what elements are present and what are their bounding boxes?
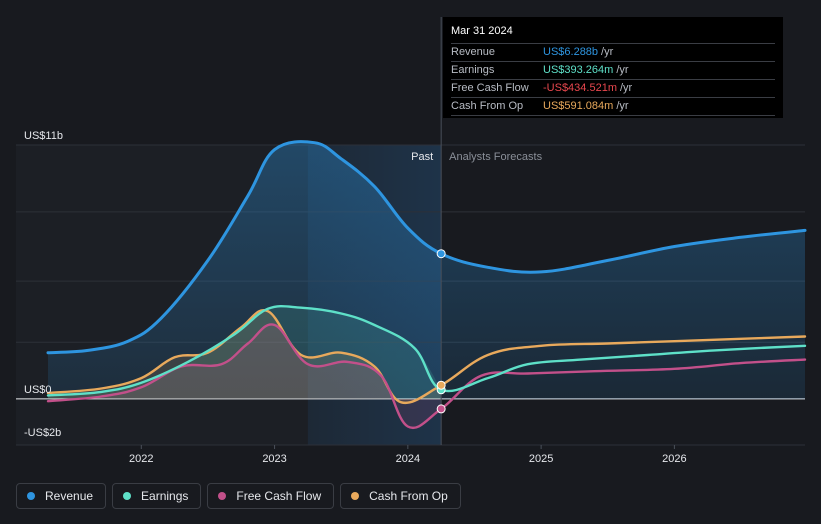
x-tick-label: 2023	[262, 453, 286, 465]
cash-from-op-marker	[436, 380, 446, 390]
x-tick-label: 2024	[396, 453, 420, 465]
free-cash-flow-dot-icon	[218, 492, 227, 500]
tooltip-fcf-label: Free Cash Flow	[451, 82, 529, 94]
earnings-area	[48, 306, 442, 399]
tooltip-cfo-unit: /yr	[616, 100, 629, 112]
legend-item-earnings[interactable]: Earnings	[112, 483, 202, 509]
x-tick-label: 2026	[662, 453, 686, 465]
legend-label-revenue: Revenue	[45, 489, 94, 503]
legend-label-free-cash-flow: Free Cash Flow	[236, 489, 322, 503]
past-label: Past	[411, 151, 433, 163]
tooltip-fcf-value: -US$434.521m	[543, 82, 617, 94]
tooltip-earnings-value: US$393.264m	[543, 64, 614, 76]
revenue-marker	[436, 249, 446, 259]
tooltip: Mar 31 2024 Revenue US$6.288b /yr Earnin…	[443, 17, 783, 118]
x-tick-label: 2022	[129, 453, 153, 465]
legend-item-revenue[interactable]: Revenue	[16, 483, 107, 509]
free-cash-flow-marker	[436, 404, 446, 414]
tooltip-row-revenue: Revenue US$6.288b /yr	[451, 44, 775, 62]
earnings-dot-icon	[123, 492, 132, 500]
tooltip-cfo-value: US$591.084m	[543, 100, 614, 112]
tooltip-revenue-label: Revenue	[451, 46, 496, 58]
tooltip-revenue-value: US$6.288b	[543, 46, 599, 58]
y-tick-label: US$0	[24, 384, 52, 396]
legend-item-cash-from-op[interactable]: Cash From Op	[340, 483, 461, 509]
earnings-line	[46, 304, 807, 397]
cash-from-op-area	[48, 310, 442, 403]
cash-from-op-dot-icon	[351, 492, 360, 500]
free-cash-flow-area	[48, 324, 442, 428]
tooltip-earnings-unit: /yr	[616, 64, 629, 76]
tooltip-row-earnings: Earnings US$393.264m /yr	[451, 62, 775, 80]
tooltip-date: Mar 31 2024	[451, 25, 775, 44]
y-tick-label: US$11b	[24, 130, 63, 142]
revenue-line	[46, 140, 807, 355]
tooltip-fcf-unit: /yr	[620, 82, 633, 94]
chart: US$11b US$0 -US$2b 2022 2023 2024 2025 2026 Past…	[16, 17, 807, 465]
legend-item-free-cash-flow[interactable]: Free Cash Flow	[207, 483, 335, 509]
tooltip-row-fcf: Free Cash Flow -US$434.521m /yr	[451, 80, 775, 98]
y-tick-label: -US$2b	[24, 427, 61, 439]
revenue-dot-icon	[27, 492, 35, 500]
tooltip-revenue-unit: /yr	[601, 46, 614, 58]
legend: Revenue Earnings Free Cash Flow Cash Fro…	[16, 483, 461, 509]
tooltip-earnings-label: Earnings	[451, 64, 495, 76]
tooltip-row-cfo: Cash From Op US$591.084m /yr	[451, 98, 775, 116]
forecast-label: Analysts Forecasts	[449, 151, 542, 163]
x-tick-label: 2025	[529, 453, 553, 465]
legend-label-earnings: Earnings	[141, 489, 189, 503]
cash-from-op-line	[46, 308, 807, 405]
revenue-area	[48, 141, 805, 399]
tooltip-cfo-label: Cash From Op	[451, 100, 524, 112]
legend-label-cash-from-op: Cash From Op	[369, 489, 448, 503]
